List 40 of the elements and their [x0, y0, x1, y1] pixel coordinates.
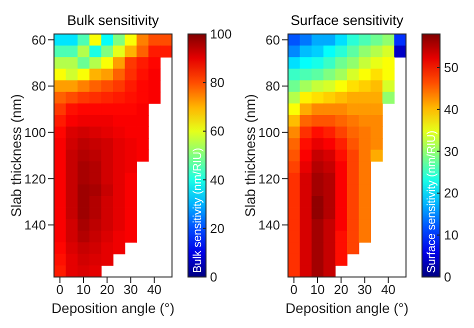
x-tick-label: 40 [381, 282, 396, 298]
color-bar-label: 50 [444, 60, 458, 76]
x-axis-title: Deposition angle (°) [51, 300, 175, 316]
y-tick-label: 140 [24, 218, 46, 233]
color-bar-label: 40 [444, 102, 458, 117]
color-bar-label: 0 [210, 270, 218, 284]
x-axis-title: Deposition angle (°) [285, 300, 409, 316]
y-axis-title: Slab thickness (nm) [242, 94, 258, 217]
y-tick-label: 100 [24, 124, 46, 140]
color-bar-label: 10 [444, 228, 458, 243]
y-tick-label: 120 [258, 171, 280, 186]
chart-title: Bulk sensitivity [66, 12, 160, 28]
x-tick-label: 30 [123, 282, 138, 298]
y-tick-label: 80 [266, 78, 280, 94]
y-tick-label: 80 [32, 78, 46, 94]
color-bar-label: 60 [210, 124, 224, 139]
y-tick-label: 60 [32, 32, 46, 48]
x-tick-label: 0 [56, 282, 64, 298]
x-tick-label: 10 [76, 282, 91, 298]
y-tick-label: 100 [258, 124, 280, 140]
color-bar-label: 20 [210, 220, 224, 236]
y-tick-label: 120 [24, 171, 46, 186]
y-tick-label: 140 [258, 218, 280, 233]
color-bar-label: 0 [444, 270, 452, 284]
x-tick-label: 30 [357, 282, 372, 298]
color-bar-label: 40 [210, 172, 224, 188]
y-axis-title: Slab thickness (nm) [8, 94, 24, 217]
x-tick-label: 40 [147, 282, 162, 298]
y-tick-label: 60 [266, 32, 280, 48]
color-bar-title: Bulk sensitivity (nm/RIU) [192, 148, 204, 273]
x-tick-label: 0 [290, 282, 298, 298]
chart-title: Surface sensitivity [290, 12, 404, 28]
color-bar-label: 20 [444, 186, 458, 201]
x-tick-label: 20 [334, 282, 348, 298]
x-tick-label: 20 [100, 282, 114, 298]
color-bar-label: 100 [210, 26, 232, 42]
x-tick-label: 10 [310, 282, 325, 298]
color-bar-label: 30 [444, 144, 458, 159]
color-bar-label: 80 [210, 75, 224, 90]
color-bar-title: Surface sensitivity (nm/RIU) [426, 130, 438, 273]
